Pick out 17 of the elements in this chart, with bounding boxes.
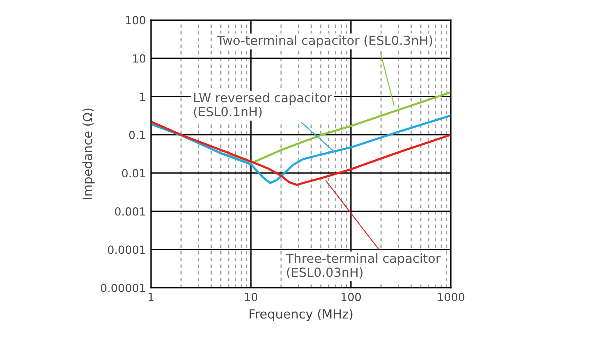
x-tick-label: 10 [245,293,258,302]
y-tick-label: 0.001 [115,208,146,216]
y-tick-label: 10 [133,54,146,63]
y-tick-label: 0.00001 [101,284,146,292]
y-tick-label: 100 [126,16,146,25]
annotation: Three-terminal capacitor (ESL0.03nH) [286,254,441,279]
x-tick-label: 1000 [438,293,465,302]
x-tick-label: 1 [148,293,154,302]
annotation: LW reversed capacitor (ESL0.1nH) [194,92,332,118]
y-tick-label: 0.01 [122,169,146,178]
x-axis-title: Frequency (MHz) [250,309,353,322]
annotation: Two-terminal capacitor (ESL0.3nH) [217,36,432,48]
y-tick-label: 0.0001 [108,246,146,254]
y-tick-label: 1 [140,92,146,102]
y-axis-title: Impedance (Ω) [82,108,95,200]
y-tick-label: 0.1 [129,131,146,140]
x-tick-label: 100 [342,293,362,302]
